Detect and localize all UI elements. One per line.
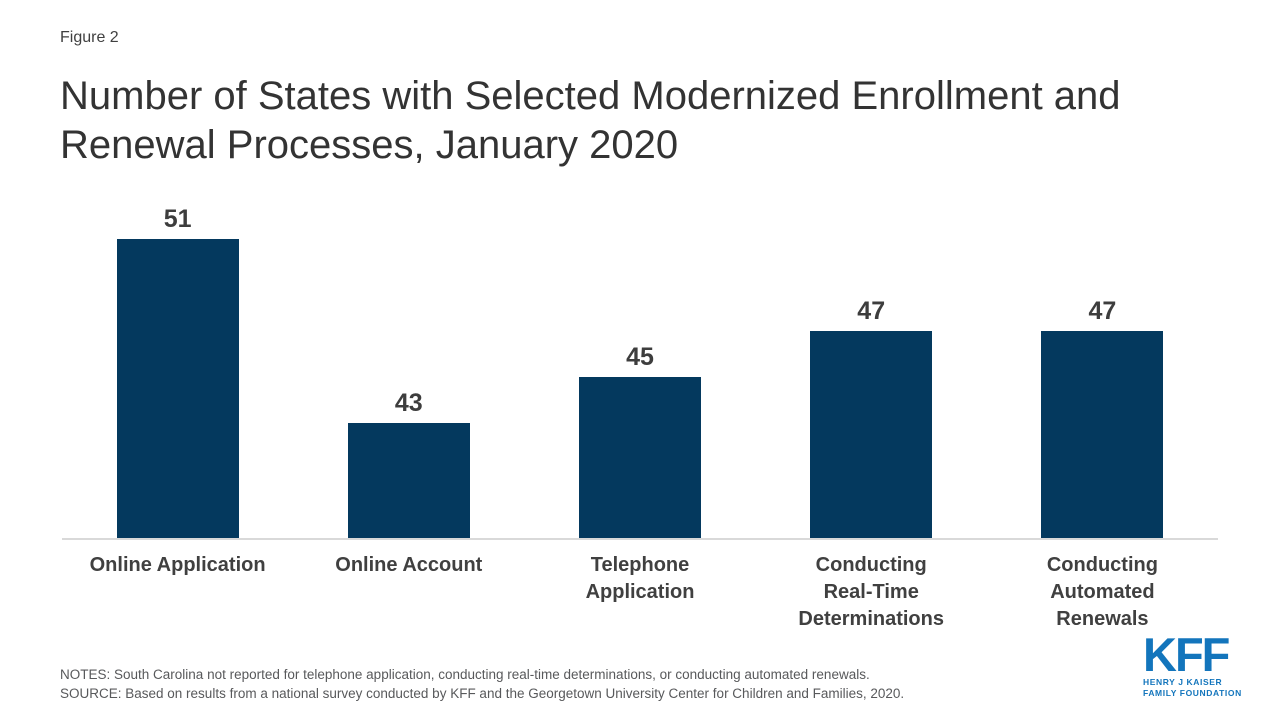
category-axis: Online Application Online Account Telephon… [62,552,1218,633]
bar [347,423,470,538]
bar [810,331,933,538]
bar [116,239,239,538]
category-label: Online Account [335,554,483,576]
figure-label: Figure 2 [60,29,119,46]
kff-logo-text: KFF [1143,628,1230,681]
bar-group: 47 [756,190,987,538]
source-line: SOURCE: Based on results from a national… [60,686,905,701]
bar [579,377,701,538]
bar-value-label: 43 [394,389,423,417]
kff-logo-subtitle-line1: HENRY J KAISER [1143,677,1223,687]
bar-value-label: 47 [857,297,886,325]
bar-chart: 51 43 45 47 47 [62,190,1218,540]
category-label: Conducting Real-Time Determinations [798,554,944,630]
bar-value-label: 51 [163,205,192,233]
category-label: Online Application [89,554,266,576]
kff-logo: KFF HENRY J KAISER FAMILY FOUNDATION [1143,628,1253,698]
bar-group: 45 [524,190,755,538]
category-label: Conducting Automated Renewals [1046,554,1158,630]
kff-logo-subtitle-line2: FAMILY FOUNDATION [1143,687,1242,698]
bar-value-label: 45 [626,343,654,371]
bar-value-label: 47 [1088,297,1117,325]
footer-notes: NOTES: South Carolina not reported for t… [60,665,1020,703]
bar-group: 43 [293,190,524,538]
bar-group: 51 [62,190,293,538]
bar-group: 47 [987,190,1218,538]
chart-title: Number of States with Selected Modernize… [60,74,1121,167]
category-label: Telephone Application [585,554,695,603]
bar [1041,331,1164,538]
notes-line: NOTES: South Carolina not reported for t… [60,667,870,682]
